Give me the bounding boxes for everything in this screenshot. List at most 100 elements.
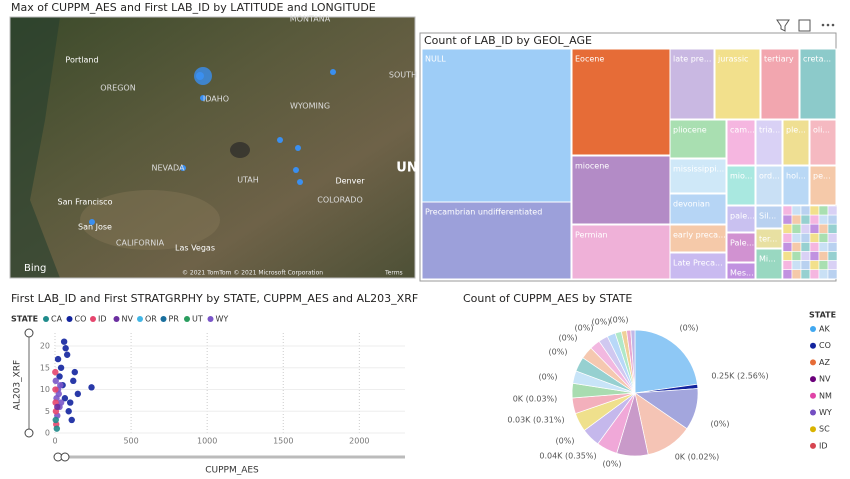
scatter-point[interactable] (52, 377, 59, 385)
map-desert (80, 190, 220, 250)
treemap-cell[interactable] (714, 48, 761, 120)
map-place-label: Portland (65, 56, 98, 65)
scatter-point[interactable] (54, 355, 62, 363)
scatter-point[interactable] (57, 399, 65, 406)
treemap-cell[interactable] (809, 165, 837, 206)
scatter-point[interactable] (67, 399, 74, 406)
legend-label: OR (145, 315, 157, 324)
treemap-cell[interactable] (726, 119, 756, 166)
treemap-cell[interactable] (755, 205, 783, 229)
visual-title: Max of CUPPM_AES and First LAB_ID by LAT… (11, 1, 376, 14)
treemap-small-cell (791, 260, 802, 271)
map-point (180, 165, 186, 171)
pie-data-label: (0%) (549, 348, 568, 357)
scatter-point[interactable] (61, 395, 69, 402)
treemap-cell[interactable] (782, 165, 810, 206)
treemap-cell[interactable] (760, 48, 800, 120)
treemap-cell[interactable] (799, 48, 837, 120)
treemap-cell[interactable] (669, 193, 727, 225)
scatter-point[interactable] (53, 425, 61, 432)
treemap-cell[interactable] (809, 119, 837, 166)
filter-icon[interactable] (776, 19, 790, 32)
treemap-small-cell (800, 205, 811, 216)
legend-marker (137, 316, 143, 322)
pie-slice[interactable] (630, 329, 636, 394)
treemap-cell[interactable] (755, 248, 783, 280)
treemap-cell[interactable] (669, 119, 727, 159)
treemap-cell[interactable] (755, 228, 783, 249)
treemap-small-cell (800, 214, 811, 225)
visual-header (776, 19, 835, 32)
treemap-label: ter... (759, 235, 777, 244)
y-slider-handle[interactable] (24, 328, 34, 338)
scatter-point[interactable] (60, 338, 68, 345)
treemap-label: Permian (575, 231, 608, 240)
treemap-cell[interactable] (782, 119, 810, 166)
legend-marker (184, 316, 190, 322)
treemap-cell[interactable] (726, 165, 756, 206)
treemap-cell[interactable] (669, 48, 715, 120)
treemap-cell[interactable] (726, 262, 756, 280)
scatter-point[interactable] (55, 390, 63, 398)
treemap-cell[interactable] (726, 232, 756, 263)
legend-label: NV (122, 315, 134, 324)
treemap-small-cell (800, 223, 811, 234)
scatter-point[interactable] (52, 368, 59, 376)
treemap-cell[interactable] (669, 224, 727, 253)
legend-marker (810, 326, 816, 332)
treemap-label: Eocene (575, 55, 604, 64)
map-place-label: OREGON (100, 84, 135, 93)
scatter-point[interactable] (52, 416, 59, 424)
scatter-point[interactable] (65, 408, 72, 415)
y-slider-handle[interactable] (24, 428, 34, 438)
x-tick-label: 0 (52, 437, 57, 446)
treemap-cell[interactable] (571, 224, 671, 280)
treemap-cell[interactable] (669, 252, 727, 280)
treemap-small-cell (827, 269, 838, 280)
treemap-small-cell (818, 269, 829, 280)
treemap-label: creta... (803, 55, 831, 64)
focus-icon[interactable] (798, 19, 811, 32)
treemap-small-cell (800, 233, 811, 243)
scatter-point[interactable] (71, 368, 78, 376)
map-place-label: UTAH (237, 176, 259, 185)
scatter-point[interactable] (56, 373, 63, 380)
treemap-label: early preca... (673, 231, 726, 240)
scatter-point[interactable] (54, 403, 61, 411)
x-slider-handle[interactable] (60, 452, 70, 462)
scatter-point[interactable] (57, 364, 65, 371)
treemap-small-cell (809, 214, 820, 225)
treemap-small-cell (818, 260, 829, 271)
map-place-label: San Francisco (58, 198, 113, 207)
treemap-label: Mi... (759, 255, 776, 264)
more-icon[interactable] (821, 23, 835, 27)
scatter-point[interactable] (62, 345, 69, 352)
scatter-point[interactable] (88, 384, 95, 391)
treemap-cell[interactable] (421, 48, 572, 203)
scatter-point[interactable] (52, 386, 59, 393)
treemap-cell[interactable] (755, 119, 783, 166)
treemap-small-cell (809, 205, 820, 216)
scatter-point[interactable] (74, 390, 82, 398)
scatter-point[interactable] (68, 416, 75, 424)
treemap-cell[interactable] (421, 201, 572, 280)
map-place-label: MONTANA (290, 15, 331, 24)
treemap-small-cell (818, 251, 829, 261)
map-area[interactable] (10, 17, 415, 278)
treemap-cell[interactable] (571, 48, 671, 156)
treemap-cell[interactable] (755, 165, 783, 206)
pie-data-label: (0%) (711, 420, 730, 429)
scatter-point[interactable] (57, 381, 64, 389)
pie-slice[interactable] (634, 329, 698, 394)
treemap-cell[interactable] (726, 205, 756, 233)
treemap-cell[interactable] (571, 155, 671, 225)
treemap-small-cell (782, 223, 793, 234)
treemap-label: mississippi... (673, 165, 724, 174)
scatter-point[interactable] (63, 351, 71, 358)
map-point (330, 69, 336, 75)
treemap-label: tria... (759, 126, 780, 135)
treemap-cell[interactable] (669, 158, 727, 194)
treemap-small-cell (818, 205, 829, 216)
scatter-point[interactable] (70, 377, 77, 385)
